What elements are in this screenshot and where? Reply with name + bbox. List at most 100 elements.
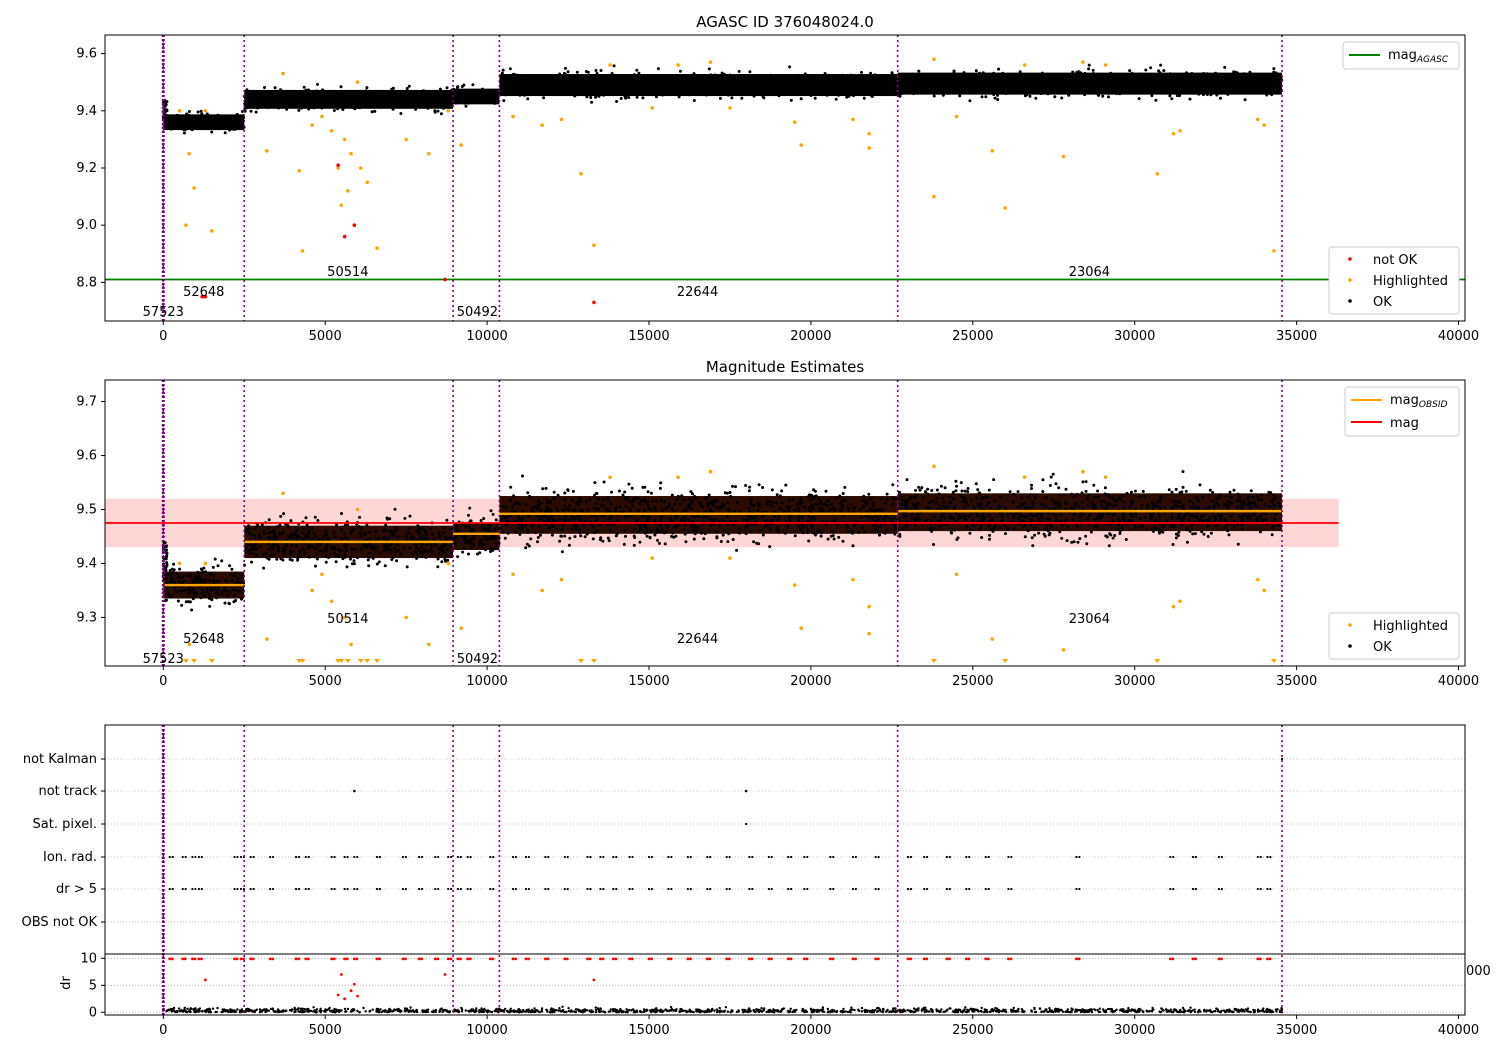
ok-point <box>381 94 384 98</box>
ok-point <box>245 106 249 110</box>
ok-point <box>494 547 498 551</box>
notok-point <box>352 223 357 227</box>
ok-point <box>1110 504 1114 508</box>
ok-point <box>519 518 523 522</box>
ok-point <box>359 535 363 539</box>
ok-point <box>588 83 592 87</box>
ok-point <box>419 98 423 102</box>
ok-point <box>324 554 328 558</box>
ok-point <box>238 124 242 128</box>
ok-point <box>647 506 651 510</box>
ok-point <box>820 509 824 513</box>
ok-point <box>415 529 419 533</box>
ok-point <box>857 531 861 534</box>
ok-point <box>445 102 449 106</box>
ok-point <box>1030 487 1033 490</box>
ok-point <box>436 557 440 561</box>
flag-point <box>197 855 201 859</box>
flag-point <box>854 887 858 891</box>
ok-point <box>1093 495 1097 499</box>
ok-point <box>1050 82 1054 86</box>
ok-point <box>1158 531 1161 535</box>
ok-point <box>927 506 931 510</box>
ok-point <box>327 556 330 560</box>
ok-point <box>889 519 893 522</box>
ok-point <box>492 529 496 533</box>
ok-point <box>469 529 473 533</box>
ok-point <box>1154 504 1158 508</box>
ok-point <box>1111 513 1115 517</box>
flag-point <box>434 887 437 891</box>
ok-point <box>208 604 212 608</box>
ok-point <box>925 85 929 89</box>
ok-point <box>1046 92 1050 96</box>
ok-point <box>718 524 721 528</box>
ok-point <box>807 539 811 543</box>
dr-point <box>940 1008 943 1011</box>
ok-point <box>537 91 541 95</box>
ok-point <box>233 594 237 597</box>
flag-point <box>378 887 382 891</box>
ok-point <box>934 82 938 86</box>
ok-point <box>815 77 819 81</box>
flag-point <box>1010 887 1013 891</box>
ok-point <box>245 527 249 531</box>
flag-point <box>304 887 307 891</box>
ok-point <box>226 115 230 119</box>
ok-point <box>366 93 370 97</box>
ok-point <box>1159 507 1162 511</box>
ok-point <box>489 509 493 513</box>
ok-point <box>1122 505 1126 509</box>
flag-point <box>294 887 298 891</box>
ok-point <box>889 83 893 87</box>
ok-point <box>455 91 459 95</box>
ok-point <box>720 518 724 522</box>
flag-point <box>984 855 987 859</box>
ok-point <box>940 496 944 500</box>
ok-point <box>684 508 688 512</box>
ok-point <box>579 499 583 503</box>
ok-point <box>901 498 905 502</box>
ok-point <box>593 531 597 535</box>
ok-point <box>232 574 235 578</box>
ok-point <box>808 493 811 497</box>
ok-point <box>1080 500 1084 504</box>
highlighted-point <box>728 556 732 560</box>
ok-point <box>576 86 580 90</box>
ok-point <box>262 529 265 533</box>
ok-point <box>971 78 975 82</box>
ok-point <box>422 101 426 105</box>
ok-point <box>857 91 861 95</box>
ok-point <box>717 519 721 523</box>
ok-point <box>1161 525 1165 529</box>
ok-point <box>1130 79 1134 83</box>
ok-point <box>437 531 441 535</box>
highlighted-point <box>792 120 797 125</box>
ok-point <box>956 82 960 86</box>
ok-point <box>670 89 674 93</box>
highlighted-point <box>1022 475 1027 479</box>
ok-point <box>675 83 679 87</box>
highlighted-point <box>990 149 995 153</box>
flag-point <box>242 887 246 891</box>
ok-point <box>595 72 599 75</box>
ok-point <box>635 68 639 72</box>
ok-point <box>673 502 677 506</box>
ok-point <box>546 501 550 505</box>
flag-point <box>751 887 754 891</box>
flag-point <box>271 855 275 859</box>
ok-point <box>547 526 551 530</box>
ok-point <box>636 509 640 513</box>
ok-point <box>1061 84 1065 87</box>
ok-point <box>992 93 996 96</box>
ok-point <box>1119 90 1123 94</box>
ok-point <box>940 76 944 79</box>
ok-point <box>871 524 875 527</box>
ok-point <box>887 76 890 80</box>
ok-point <box>230 578 234 582</box>
ok-point <box>368 555 372 559</box>
ok-point <box>573 535 577 539</box>
ok-point <box>396 98 400 102</box>
ok-point <box>164 573 168 577</box>
ok-point <box>1176 516 1180 520</box>
